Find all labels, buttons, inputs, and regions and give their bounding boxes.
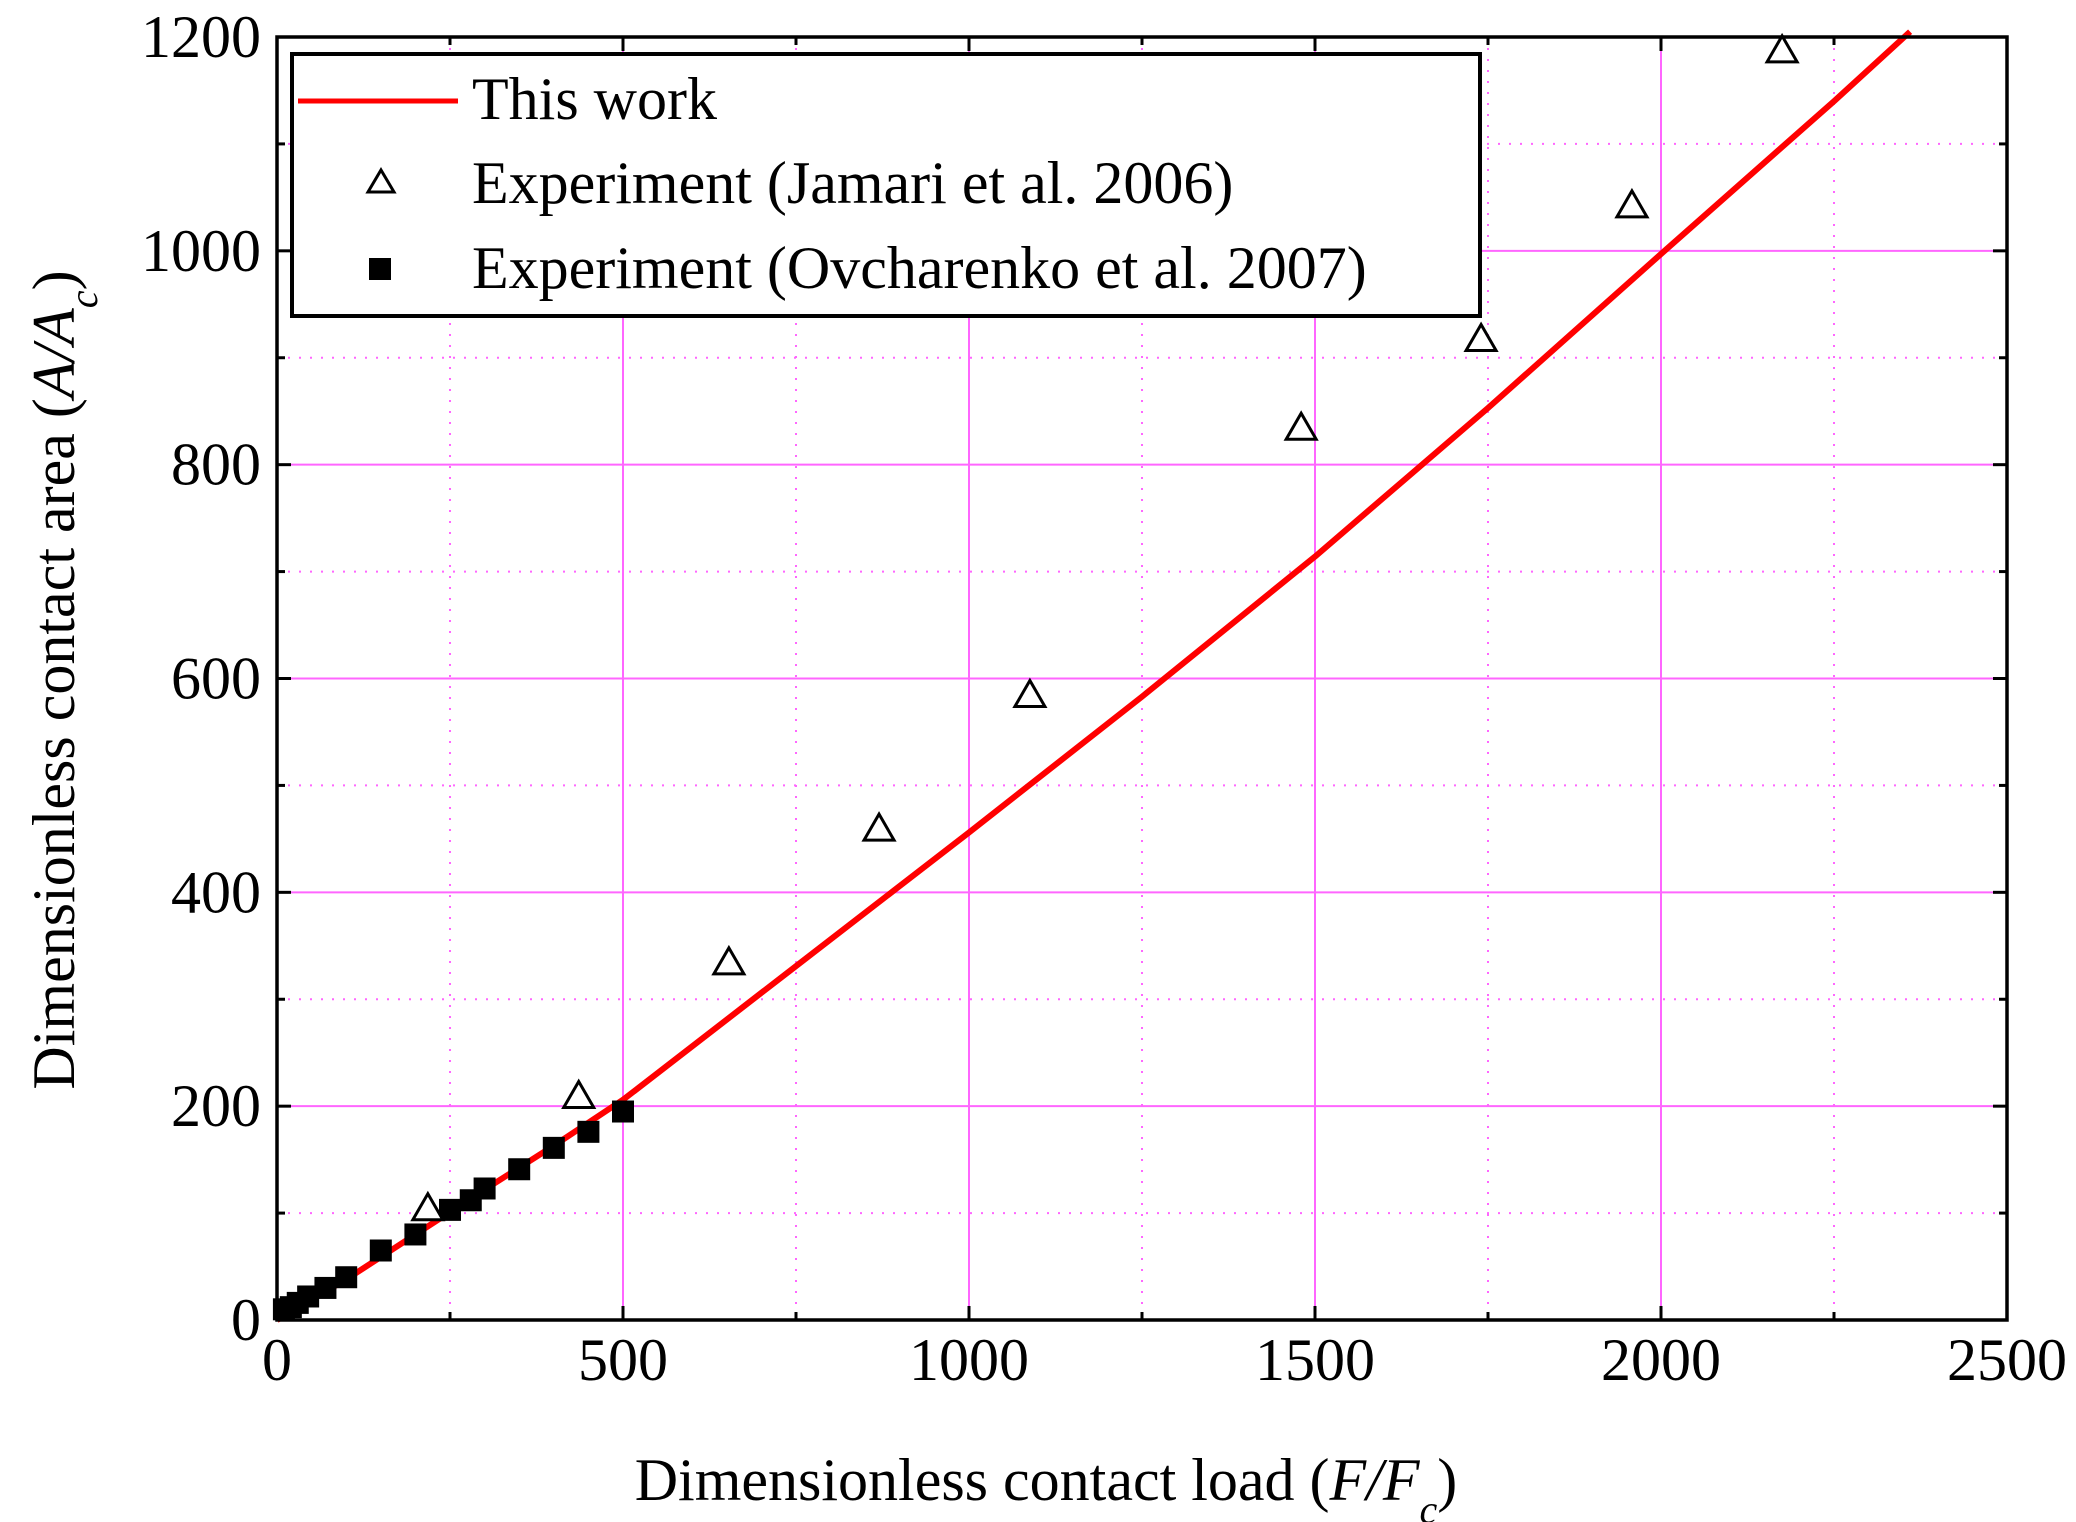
- y-tick-label: 1000: [141, 218, 261, 284]
- jamari-point: [1764, 32, 1800, 64]
- jamari-point: [410, 1190, 446, 1222]
- legend-box: [290, 52, 1482, 318]
- ticks: 0 500 1000 1500 2000 2500 0 200 400 600 800 1000 120…: [141, 4, 2067, 1393]
- y-tick-label: 600: [171, 646, 261, 712]
- jamari-point: [711, 944, 747, 976]
- jamari-point: [561, 1078, 597, 1109]
- ovcharenko-point: [473, 1177, 496, 1200]
- series-line-this-work: [275, 29, 1913, 1323]
- ovcharenko-point: [612, 1100, 634, 1123]
- x-tick-label: 0: [262, 1327, 292, 1393]
- x-tick-label: 2000: [1601, 1327, 1721, 1393]
- ovcharenko-point: [369, 1239, 392, 1262]
- jamari-point: [1283, 410, 1319, 441]
- ovcharenko-point: [577, 1120, 600, 1143]
- x-tick-label: 1000: [909, 1327, 1029, 1393]
- ovcharenko-point: [314, 1276, 337, 1299]
- y-tick-label: 800: [171, 432, 261, 498]
- x-tick-label: 1500: [1255, 1327, 1375, 1393]
- ovcharenko-point: [508, 1158, 531, 1181]
- y-tick-label: 400: [171, 859, 261, 925]
- x-tick-label: 500: [578, 1327, 668, 1393]
- series-layer: [272, 29, 1913, 1323]
- y-tick-label: 200: [171, 1073, 261, 1139]
- ovcharenko-point: [404, 1223, 427, 1246]
- ovcharenko-point: [542, 1136, 565, 1159]
- ovcharenko-point: [335, 1266, 358, 1289]
- legend-marker-triangle-icon: [365, 167, 397, 194]
- x-axis-title: Dimensionless contact load (F/Fc): [635, 1447, 1458, 1522]
- legend-marker-square-icon: [369, 258, 391, 280]
- jamari-point: [1614, 187, 1650, 219]
- legend-label-this-work: This work: [472, 66, 717, 132]
- x-tick-label: 2500: [1947, 1327, 2067, 1393]
- y-tick-label: 0: [231, 1287, 261, 1353]
- y-axis-title: Dimensionless contact area (A/Ac): [21, 270, 106, 1089]
- jamari-point: [861, 811, 897, 842]
- legend-label-ovcharenko: Experiment (Ovcharenko et al. 2007): [472, 235, 1367, 301]
- legend: This work Experiment (Jamari et al. 2006…: [290, 52, 1482, 318]
- jamari-point: [1012, 677, 1048, 709]
- legend-label-jamari: Experiment (Jamari et al. 2006): [472, 150, 1233, 216]
- ovcharenko-point: [297, 1285, 320, 1308]
- ovcharenko-point: [439, 1198, 461, 1221]
- jamari-point: [1463, 321, 1499, 353]
- y-tick-label: 1200: [141, 4, 261, 70]
